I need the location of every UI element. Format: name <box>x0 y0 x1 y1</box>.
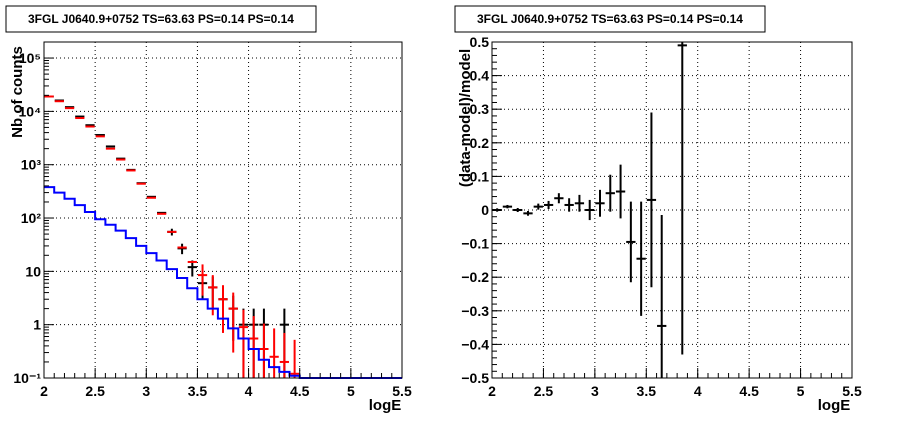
residual-panel: 2 2.5 3 3.5 4 4.5 5 5.5 −0.5 −0.4 −0.3 −0.2 −0.1 0 0.1… <box>454 5 862 414</box>
residual-series0-point <box>615 164 626 219</box>
residual-x-tick-label: 4 <box>694 383 702 399</box>
residual-series0-point <box>605 174 615 212</box>
residual-y-axis-label: (data-model)/model <box>457 49 474 187</box>
residual-series0-point <box>657 215 667 378</box>
residual-series0-point <box>585 199 595 221</box>
residual-x-tick-label: 5.5 <box>842 383 862 399</box>
counts-y-axis-label: Nb of counts <box>9 46 26 138</box>
counts-x-tick-label: 4.5 <box>290 383 310 399</box>
residual-series0-point <box>502 204 513 209</box>
residual-series0-point <box>564 198 574 212</box>
residual-y-tick-label: 0.1 <box>470 168 490 184</box>
residual-data <box>492 42 687 378</box>
residual-x-tick-label: 2.5 <box>534 383 554 399</box>
counts-series1-point <box>249 316 259 378</box>
residual-series0-point <box>513 207 523 213</box>
counts-series1-point <box>289 339 300 378</box>
counts-grid <box>44 42 402 378</box>
counts-x-axis-label: logE <box>369 397 402 414</box>
counts-model-step-line <box>44 186 402 379</box>
residual-y-tick-label: −0.2 <box>461 269 489 285</box>
residual-y-tick-label: 0.3 <box>470 101 490 117</box>
residual-y-tick-label: −0.3 <box>461 303 489 319</box>
counts-y-tick-label: 10³ <box>21 157 42 173</box>
counts-plot-frame <box>43 41 403 379</box>
counts-x-tick-label: 5.5 <box>392 383 412 399</box>
counts-x-tick-label: 5 <box>347 383 355 399</box>
counts-x-tick-label: 3.5 <box>188 383 208 399</box>
counts-series0-point <box>187 260 197 277</box>
residual-x-tick-label: 5 <box>797 383 805 399</box>
residual-series0-point <box>636 201 646 316</box>
counts-ticks: 2 2.5 3 3.5 4 4.5 5 5.5 10⁻¹ 1 10 10² 10³ 10⁴ 10⁵ <box>13 50 412 399</box>
counts-y-tick-label: 1 <box>33 317 41 333</box>
counts-x-tick-label: 2 <box>40 383 48 399</box>
residual-grid <box>492 42 852 378</box>
residual-series0-point <box>574 194 585 212</box>
residual-x-tick-label: 3.5 <box>637 383 657 399</box>
counts-x-tick-label: 3 <box>142 383 150 399</box>
residual-series0-point <box>554 193 564 204</box>
counts-series1-point <box>238 309 249 378</box>
counts-y-tick-label: 10 <box>25 263 41 279</box>
counts-series1-point <box>259 323 269 378</box>
residual-y-tick-label: 0.5 <box>470 34 490 50</box>
residual-series0-point <box>523 211 533 216</box>
residual-y-tick-label: 0.2 <box>470 135 490 151</box>
counts-series1-point <box>269 328 279 378</box>
counts-x-tick-label: 2.5 <box>85 383 105 399</box>
counts-panel: 2 2.5 3 3.5 4 4.5 5 5.5 10⁻¹ 1 10 10² 10³ 10⁴ 10⁵ logE… <box>5 5 412 414</box>
counts-y-tick-label: 10² <box>21 210 42 226</box>
residual-x-tick-label: 2 <box>488 383 496 399</box>
residual-series0-point <box>533 203 543 210</box>
counts-series1-point <box>197 264 208 296</box>
residual-y-tick-label: 0 <box>481 202 489 218</box>
residual-title: 3FGL J0640.9+0752 TS=63.63 PS=0.14 PS=0.… <box>477 12 743 26</box>
counts-x-tick-label: 4 <box>245 383 253 399</box>
residual-ticks: 2 2.5 3 3.5 4 4.5 5 5.5 −0.5 −0.4 −0.3 −0.2 −0.1 0 0.1… <box>461 34 862 399</box>
counts-y-tick-label: 10⁻¹ <box>13 370 41 386</box>
counts-data <box>44 95 402 379</box>
counts-series1-point <box>218 285 228 333</box>
counts-y-tick-label: 10⁴ <box>19 103 42 119</box>
residual-series0-point <box>626 201 636 283</box>
counts-title-box <box>5 5 317 33</box>
residual-series0-point <box>677 42 687 355</box>
residual-y-tick-label: −0.1 <box>461 236 489 252</box>
residual-series0-point <box>595 189 605 217</box>
residual-series0-point <box>543 200 554 209</box>
residual-y-tick-label: −0.4 <box>461 336 489 352</box>
residual-y-tick-label: −0.5 <box>461 370 489 386</box>
residual-title-box <box>454 5 766 33</box>
residual-x-tick-label: 4.5 <box>739 383 759 399</box>
counts-title: 3FGL J0640.9+0752 TS=63.63 PS=0.14 PS=0.… <box>28 12 294 26</box>
counts-series1-point <box>279 332 289 378</box>
residual-x-axis-label: logE <box>818 397 851 414</box>
residual-series0-point <box>646 112 657 288</box>
counts-series1-point <box>228 292 238 353</box>
residual-x-tick-label: 3 <box>591 383 599 399</box>
residual-y-tick-label: 0.4 <box>470 68 490 84</box>
counts-series0-point <box>177 243 187 255</box>
counts-y-tick-label: 10⁵ <box>19 50 41 66</box>
